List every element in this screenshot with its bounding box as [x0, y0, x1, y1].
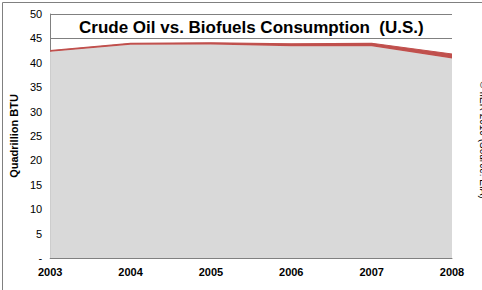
svg-text:2007: 2007	[359, 266, 383, 278]
svg-text:50: 50	[30, 8, 42, 20]
svg-text:15: 15	[30, 179, 42, 191]
svg-text:30: 30	[30, 106, 42, 118]
svg-text:10: 10	[30, 203, 42, 215]
svg-text:5: 5	[36, 228, 42, 240]
svg-text:2003: 2003	[38, 266, 62, 278]
svg-text:35: 35	[30, 81, 42, 93]
svg-text:Crude Oil vs. Biofuels Consump: Crude Oil vs. Biofuels Consumption (U.S.…	[79, 18, 424, 37]
svg-text:Quadrillion BTU: Quadrillion BTU	[8, 94, 20, 178]
svg-text:© IIER 2010 (Source: EIA): © IIER 2010 (Source: EIA)	[478, 81, 482, 198]
svg-text:45: 45	[30, 32, 42, 44]
svg-text:2005: 2005	[199, 266, 223, 278]
svg-text:20: 20	[30, 154, 42, 166]
svg-text:2004: 2004	[118, 266, 143, 278]
svg-text:40: 40	[30, 57, 42, 69]
svg-text:-: -	[38, 252, 42, 264]
svg-text:2008: 2008	[440, 266, 464, 278]
svg-text:2006: 2006	[279, 266, 303, 278]
svg-text:25: 25	[30, 130, 42, 142]
